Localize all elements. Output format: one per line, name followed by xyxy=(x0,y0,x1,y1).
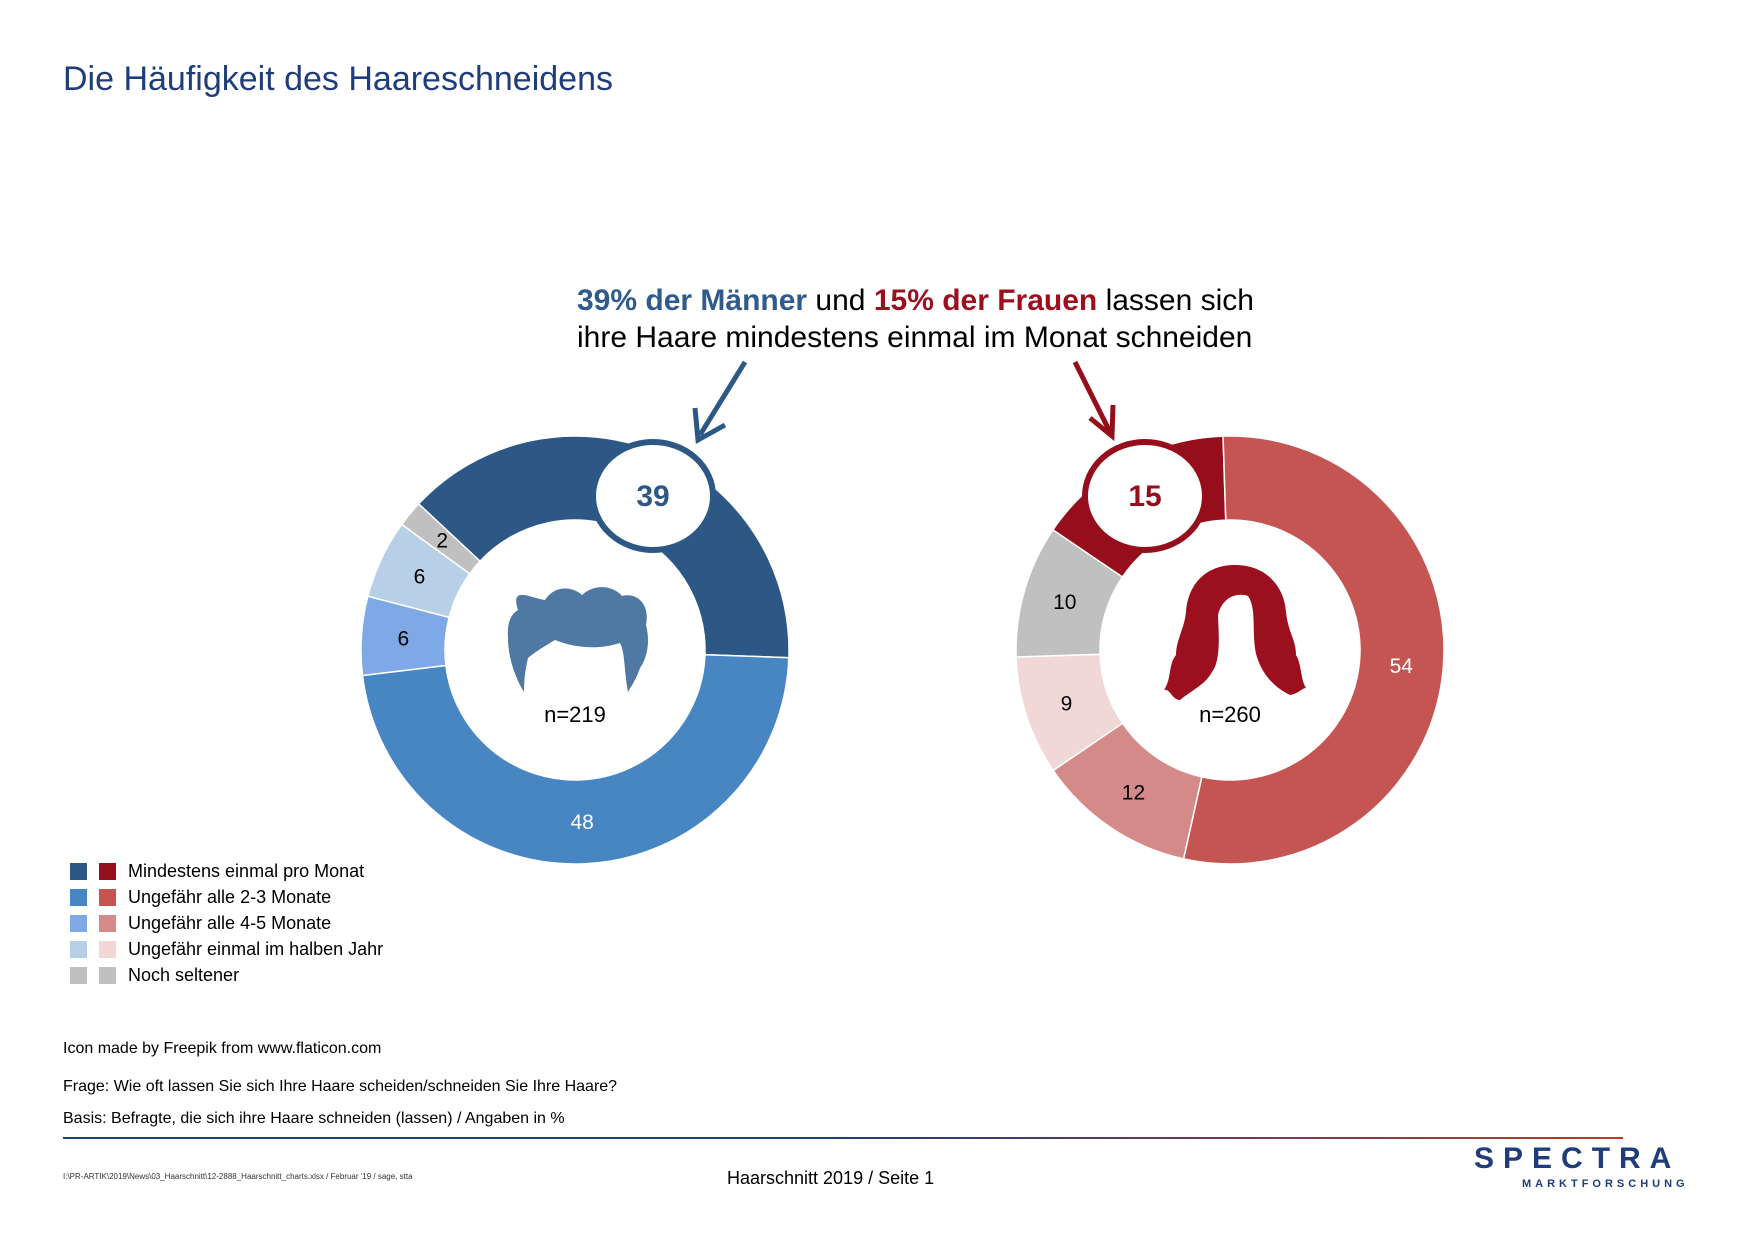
highlight-value: 15 xyxy=(1128,480,1161,513)
headline-and: und xyxy=(807,284,874,317)
legend-item: Ungefähr einmal im halben Jahr xyxy=(70,936,383,962)
legend-swatch-women xyxy=(99,888,116,906)
logo-sub: MARKTFORSCHUNG xyxy=(1522,1178,1689,1190)
legend-swatch-men xyxy=(70,966,87,984)
headline-women: 15% der Frauen xyxy=(873,284,1098,317)
highlight-value: 39 xyxy=(636,480,669,513)
legend-item: Noch seltener xyxy=(70,962,383,988)
legend-swatch-women xyxy=(99,940,116,958)
sample-size-label: n=219 xyxy=(544,702,606,727)
segment-label: 10 xyxy=(1053,591,1076,614)
legend-label: Noch seltener xyxy=(128,964,240,985)
legend-item: Mindestens einmal pro Monat xyxy=(70,858,383,884)
legend-item: Ungefähr alle 2-3 Monate xyxy=(70,884,383,910)
headline-line2: ihre Haare mindestens einmal im Monat sc… xyxy=(577,321,1253,354)
legend-item: Ungefähr alle 4-5 Monate xyxy=(70,910,383,936)
legend-label: Ungefähr alle 4-5 Monate xyxy=(128,912,332,933)
segment-label: 48 xyxy=(570,811,593,834)
donut-segment xyxy=(1015,528,1124,658)
legend-label: Ungefähr alle 2-3 Monate xyxy=(128,886,332,907)
legend-swatch-men xyxy=(70,862,87,880)
segment-label: 9 xyxy=(1061,692,1073,715)
highlight-bubble xyxy=(1082,439,1208,553)
basis-note: Basis: Befragte, die sich ihre Haare sch… xyxy=(63,1110,565,1127)
segment-label: 6 xyxy=(398,627,410,650)
headline: 39% der Männer und 15% der Frauen lassen… xyxy=(577,282,1254,356)
legend: Mindestens einmal pro Monat Ungefähr all… xyxy=(70,858,383,988)
page-title: Die Häufigkeit des Haareschneidens xyxy=(63,60,613,98)
female-hair-icon xyxy=(1164,565,1306,700)
legend-swatch-men xyxy=(70,940,87,958)
headline-men: 39% der Männer xyxy=(577,284,808,317)
arrow-women xyxy=(1072,360,1116,442)
donut-segment xyxy=(1182,435,1445,865)
headline-rest: lassen sich xyxy=(1097,284,1254,317)
legend-swatch-men xyxy=(70,914,87,932)
arrow-men xyxy=(692,360,748,445)
logo-main: SPECTRA xyxy=(1474,1142,1681,1175)
legend-swatch-women xyxy=(99,914,116,932)
legend-swatch-women xyxy=(99,862,116,880)
segment-label: 12 xyxy=(1122,781,1145,804)
footer-divider xyxy=(63,1137,1623,1139)
segment-label: 6 xyxy=(414,566,426,589)
legend-swatch-men xyxy=(70,888,87,906)
legend-label: Mindestens einmal pro Monat xyxy=(128,860,365,881)
page-number: Haarschnitt 2019 / Seite 1 xyxy=(727,1168,935,1188)
sample-size-label: n=260 xyxy=(1199,702,1261,727)
segment-label: 54 xyxy=(1390,655,1414,678)
donut-segment xyxy=(400,502,482,575)
donut-segment xyxy=(361,653,790,865)
male-hair-icon xyxy=(507,587,648,692)
file-path: I:\PR-ARTIK\2019\News\03_Haarschnitt\12-… xyxy=(63,1172,413,1181)
highlight-bubble xyxy=(590,439,716,553)
spectra-logo: SPECTRA MARKTFORSCHUNG xyxy=(1474,1142,1689,1190)
segment-label: 2 xyxy=(436,530,448,553)
question-note: Frage: Wie oft lassen Sie sich Ihre Haar… xyxy=(63,1078,618,1095)
legend-swatch-women xyxy=(99,966,116,984)
icon-credit: Icon made by Freepik from www.flaticon.c… xyxy=(63,1040,382,1057)
legend-label: Ungefähr einmal im halben Jahr xyxy=(128,938,384,959)
donut-women: 54 12 9 10 15 n=260 xyxy=(1015,435,1445,865)
